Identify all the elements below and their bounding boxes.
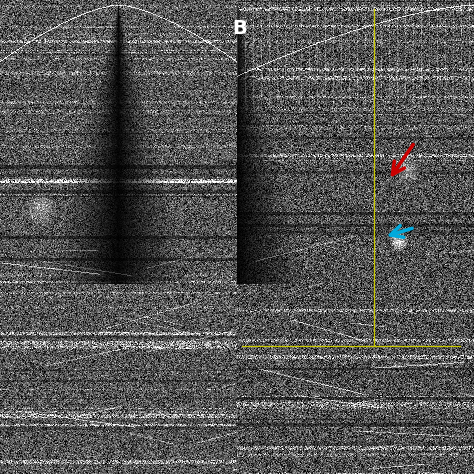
Text: B: B	[232, 19, 247, 38]
